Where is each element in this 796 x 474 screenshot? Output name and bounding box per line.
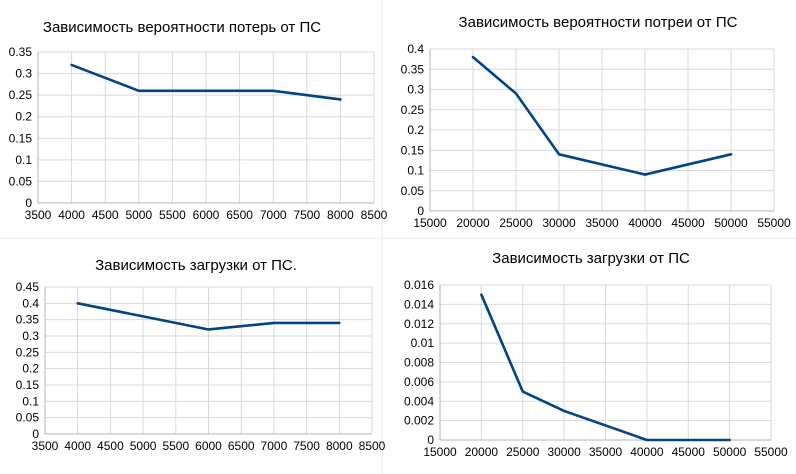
- x-tick-label: 7000: [261, 439, 288, 453]
- y-tick-label: 0.01: [411, 336, 435, 350]
- x-tick-label: 5500: [162, 439, 189, 453]
- x-tick-label: 6500: [226, 208, 253, 222]
- x-tick-label: 15000: [423, 445, 457, 459]
- chart-title: Зависимость загрузки от ПС.: [95, 257, 297, 274]
- x-tick-label: 50000: [713, 445, 747, 459]
- x-tick-label: 7000: [260, 208, 287, 222]
- panel-separator-vertical: [382, 0, 383, 474]
- y-tick-label: 0: [417, 204, 424, 218]
- chart-loss-probability-small: 0 0.05 0.1 0.15 0.2 0.25 0.3 0.35 3500 4000 4500 50…: [9, 19, 388, 222]
- x-tick-label: 8000: [327, 208, 354, 222]
- y-tick-label: 0.35: [401, 62, 425, 76]
- x-tick-label: 8500: [359, 439, 386, 453]
- x-tick-label: 3500: [25, 208, 52, 222]
- y-tick-label: 0.008: [404, 356, 434, 370]
- y-tick-label: 0.4: [407, 42, 424, 56]
- x-tick-label: 45000: [671, 216, 705, 230]
- y-tick-label: 0.006: [404, 375, 434, 389]
- y-tick-label: 0.1: [407, 164, 424, 178]
- y-tick-label: 0.3: [15, 67, 32, 81]
- y-tick-label: 0.45: [16, 280, 40, 294]
- y-tick-label: 0.014: [404, 297, 434, 311]
- y-tick-label: 0.4: [22, 296, 39, 310]
- y-tick-label: 0.35: [9, 45, 33, 59]
- x-tick-label: 55000: [757, 216, 791, 230]
- y-tick-label: 0.2: [15, 110, 32, 124]
- chart-title: Зависимость вероятности потреи от ПС: [459, 14, 738, 31]
- chart-title: Зависимость загрузки от ПС: [492, 250, 690, 267]
- x-tick-label: 6500: [228, 439, 255, 453]
- x-tick-label: 5000: [125, 208, 152, 222]
- x-tick-label: 7500: [293, 439, 320, 453]
- x-tick-label: 3500: [32, 439, 59, 453]
- x-tick-label: 5500: [159, 208, 186, 222]
- y-tick-label: 0: [427, 433, 434, 447]
- y-tick-label: 0.15: [401, 143, 425, 157]
- series-line: [70, 63, 342, 101]
- y-tick-label: 0.35: [16, 313, 40, 327]
- x-tick-label: 20000: [465, 445, 499, 459]
- series-line: [471, 55, 733, 176]
- chart-loss-probability-large: 0 0.05 0.1 0.15 0.2 0.25 0.3 0.35 0.4 15000 20000 2…: [401, 14, 791, 230]
- y-tick-label: 0.004: [404, 394, 434, 408]
- y-tick-label: 0.002: [404, 414, 434, 428]
- y-tick-label: 0.1: [15, 153, 32, 167]
- y-tick-label: 0.012: [404, 317, 434, 331]
- x-tick-label: 40000: [628, 216, 662, 230]
- y-tick-label: 0: [32, 427, 39, 441]
- y-tick-label: 0.05: [401, 184, 425, 198]
- x-tick-label: 30000: [542, 216, 576, 230]
- x-tick-label: 45000: [672, 445, 706, 459]
- y-tick-label: 0.2: [407, 123, 424, 137]
- x-tick-label: 15000: [413, 216, 447, 230]
- x-tick-label: 4500: [97, 439, 124, 453]
- chart-load-small: 0 0.05 0.1 0.15 0.2 0.25 0.3 0.35 0.4 0.45 3500 400…: [16, 257, 386, 453]
- x-tick-label: 8500: [361, 208, 388, 222]
- y-tick-label: 0.05: [9, 174, 33, 188]
- y-tick-label: 0: [25, 196, 32, 210]
- x-tick-label: 4000: [58, 208, 85, 222]
- x-tick-label: 50000: [714, 216, 748, 230]
- x-tick-label: 40000: [630, 445, 664, 459]
- x-tick-label: 4500: [92, 208, 119, 222]
- y-tick-label: 0.15: [16, 378, 40, 392]
- chart-title: Зависимость вероятности потерь от ПС: [43, 19, 321, 36]
- y-tick-label: 0.05: [16, 411, 40, 425]
- y-tick-label: 0.016: [404, 278, 434, 292]
- y-tick-label: 0.2: [22, 362, 39, 376]
- y-tick-label: 0.3: [22, 329, 39, 343]
- panel-separator-horizontal: [0, 238, 796, 239]
- x-tick-label: 5000: [130, 439, 157, 453]
- y-tick-label: 0.3: [407, 83, 424, 97]
- y-tick-label: 0.25: [16, 345, 40, 359]
- x-tick-label: 6000: [193, 208, 220, 222]
- x-tick-label: 25000: [499, 216, 533, 230]
- x-tick-label: 35000: [585, 216, 619, 230]
- x-tick-label: 55000: [754, 445, 788, 459]
- series-line: [76, 302, 341, 331]
- x-tick-label: 20000: [456, 216, 490, 230]
- y-tick-label: 0.25: [9, 88, 33, 102]
- x-tick-label: 35000: [589, 445, 623, 459]
- x-tick-label: 25000: [506, 445, 540, 459]
- series-line: [480, 293, 731, 442]
- y-tick-label: 0.1: [22, 394, 39, 408]
- x-tick-label: 7500: [293, 208, 320, 222]
- x-tick-label: 6000: [195, 439, 222, 453]
- y-tick-label: 0.25: [401, 103, 425, 117]
- x-tick-label: 4000: [64, 439, 91, 453]
- y-tick-label: 0.15: [9, 131, 33, 145]
- x-tick-label: 8000: [326, 439, 353, 453]
- x-tick-label: 30000: [547, 445, 581, 459]
